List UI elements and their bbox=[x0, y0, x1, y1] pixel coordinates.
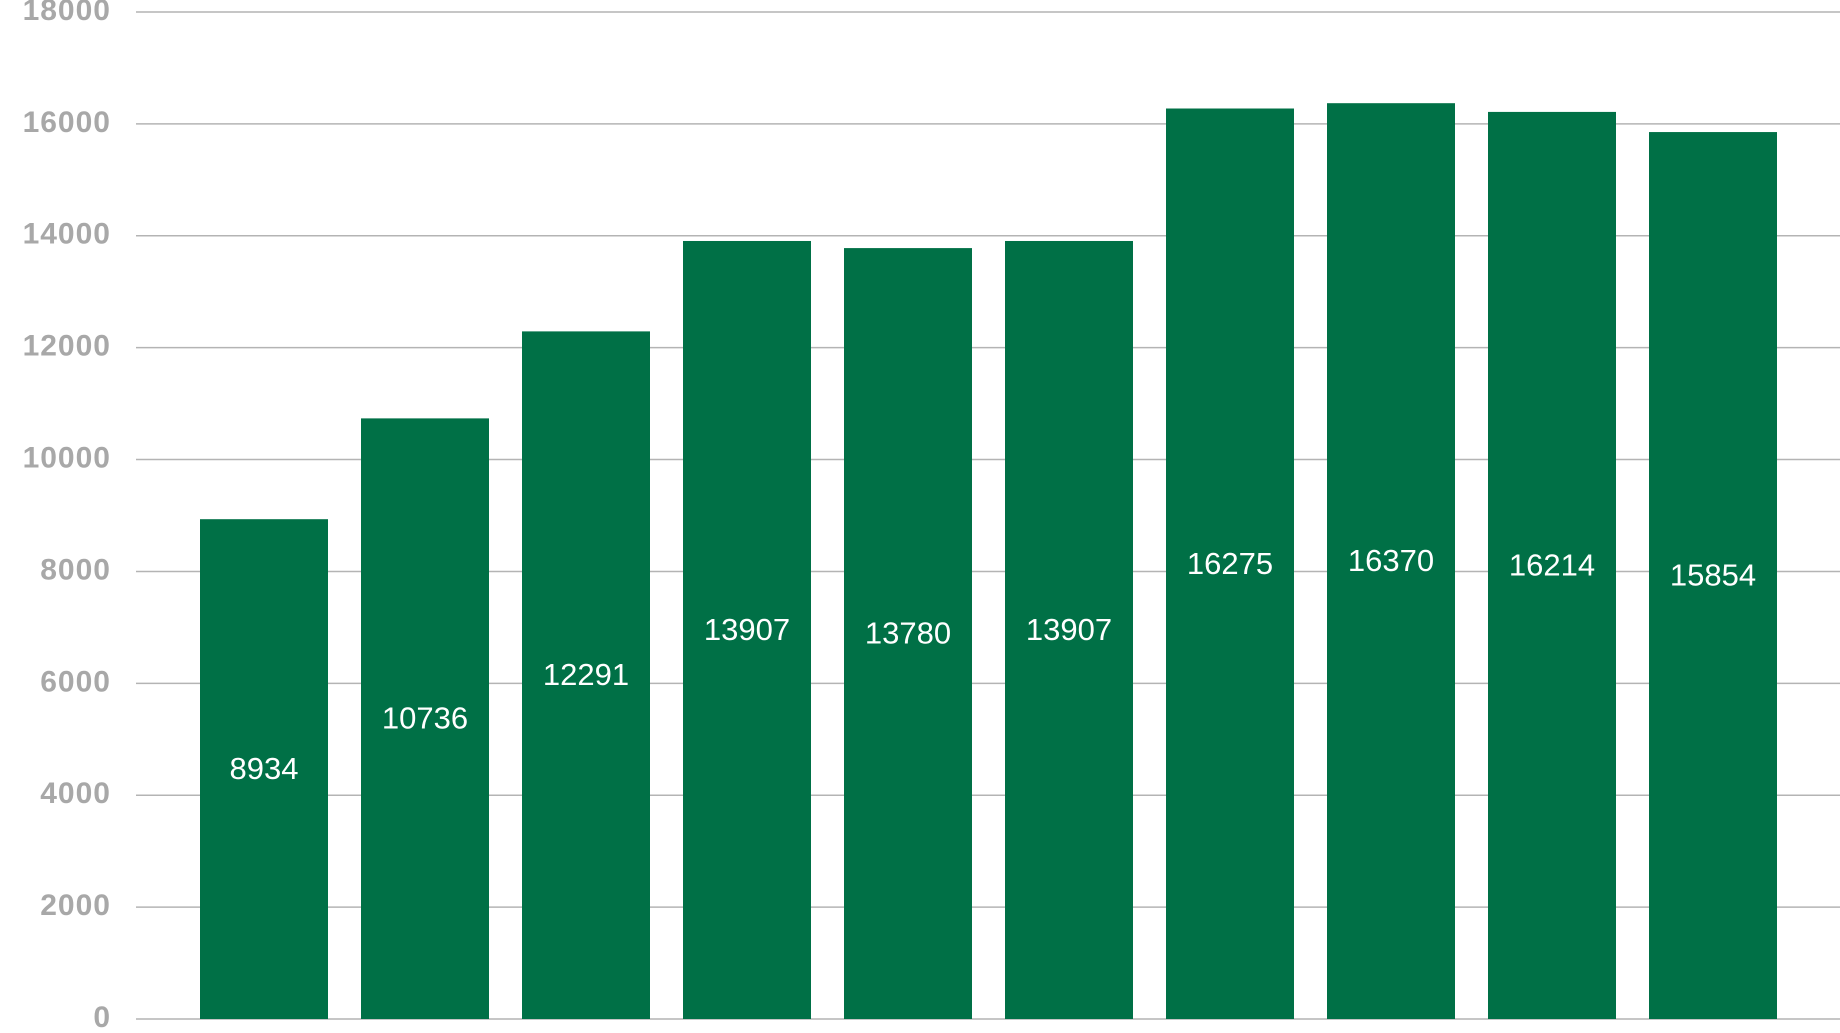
bar-value-label-6: 13907 bbox=[1026, 612, 1112, 647]
y-tick-label-14000: 14000 bbox=[23, 218, 111, 251]
y-tick-label-18000: 18000 bbox=[23, 0, 111, 27]
bar-8 bbox=[1327, 103, 1455, 1019]
bar-10 bbox=[1649, 132, 1777, 1020]
bar-5 bbox=[844, 248, 972, 1019]
bar-4 bbox=[683, 240, 811, 1020]
bar-value-label-1: 8934 bbox=[230, 751, 299, 786]
bar-value-label-9: 16214 bbox=[1509, 547, 1595, 582]
bar-7 bbox=[1166, 108, 1294, 1020]
bar-value-label-3: 12291 bbox=[543, 657, 629, 692]
y-tick-label-8000: 8000 bbox=[40, 553, 111, 586]
y-tick-label-2000: 2000 bbox=[40, 889, 111, 922]
y-tick-label-12000: 12000 bbox=[23, 330, 111, 363]
bar-6 bbox=[1005, 240, 1133, 1020]
y-tick-label-6000: 6000 bbox=[40, 665, 111, 698]
y-tick-label-4000: 4000 bbox=[40, 777, 111, 810]
y-tick-label-10000: 10000 bbox=[23, 441, 111, 474]
bar-value-label-7: 16275 bbox=[1187, 546, 1273, 581]
bar-9 bbox=[1488, 111, 1616, 1020]
bar-value-label-4: 13907 bbox=[704, 612, 790, 647]
bar-3 bbox=[522, 331, 650, 1019]
y-axis-tick-labels: 0 2000 4000 6000 8000 10000 12000 14000 16000 180… bbox=[23, 0, 111, 1033]
bar-value-label-2: 10736 bbox=[382, 701, 468, 736]
bar-2 bbox=[361, 418, 489, 1019]
bars bbox=[200, 103, 1777, 1020]
bar-value-label-10: 15854 bbox=[1670, 558, 1756, 593]
bar-1 bbox=[200, 519, 328, 1019]
bar-value-label-5: 13780 bbox=[865, 616, 951, 651]
y-tick-label-0: 0 bbox=[93, 1001, 111, 1033]
bar-data-labels: 8934 10736 12291 13907 13780 13907 16275 16370 1… bbox=[230, 543, 1757, 786]
y-tick-label-16000: 16000 bbox=[23, 106, 111, 139]
bar-value-label-8: 16370 bbox=[1348, 543, 1434, 578]
